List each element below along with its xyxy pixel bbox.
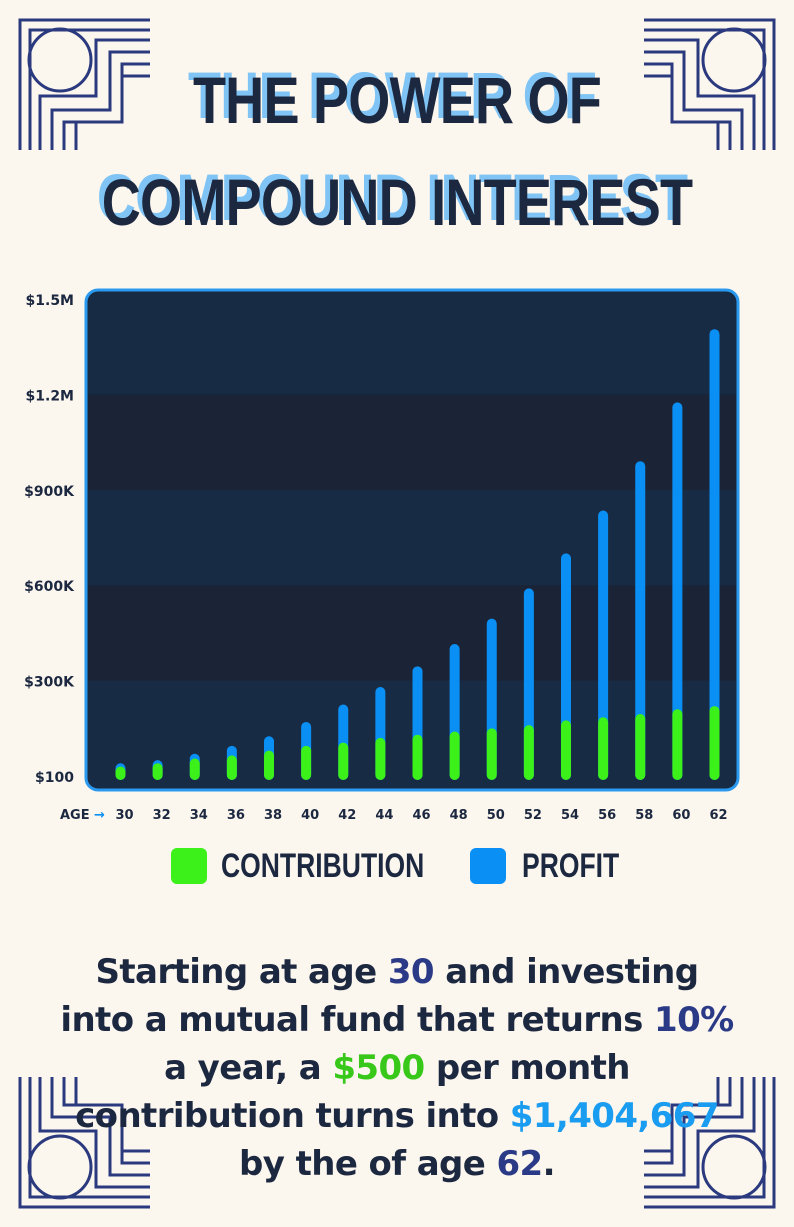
contribution-bar [226, 755, 237, 780]
contribution-bar [375, 737, 386, 780]
chart-band [88, 394, 736, 490]
legend-swatch-contribution [171, 848, 207, 884]
corner-ornament-top-left [18, 18, 150, 150]
contribution-bar [301, 745, 312, 780]
profit-bar [709, 329, 720, 780]
x-tick-label: 42 [338, 808, 356, 823]
x-tick-label: 62 [709, 808, 727, 823]
title-line-2: COMPOUND INTEREST [101, 165, 693, 239]
caption-part: by the of age [239, 1144, 497, 1184]
legend-swatch-profit [470, 848, 506, 884]
x-tick-label: 30 [115, 808, 133, 823]
caption-part: Starting at age [95, 952, 388, 992]
contribution-bar [449, 731, 460, 780]
x-tick-label: 46 [412, 808, 430, 823]
contribution-bar [412, 734, 423, 780]
x-tick-label: 48 [450, 808, 468, 823]
y-tick-label: $1.2M [26, 388, 74, 404]
caption-text: Starting at age 30 and investing into a … [60, 948, 734, 1188]
x-tick-label: 52 [524, 808, 542, 823]
chart-band [88, 585, 736, 681]
contribution-bar [635, 714, 646, 780]
caption-monthly-contribution: $500 [332, 1048, 425, 1088]
x-tick-label: 38 [264, 808, 282, 823]
x-tick-label: 56 [598, 808, 616, 823]
x-tick-label: 50 [487, 808, 505, 823]
caption-part: per month contribution turns into [75, 1048, 630, 1136]
profit-bar [598, 510, 609, 780]
x-tick-label: 60 [672, 808, 690, 823]
x-tick-label: 36 [227, 808, 245, 823]
contribution-bar [152, 763, 163, 780]
contribution-bar [338, 742, 349, 780]
x-axis-label: AGE [60, 808, 90, 823]
y-tick-label: $300K [24, 675, 75, 691]
contribution-bar [523, 725, 534, 780]
y-tick-label: $600K [24, 579, 75, 595]
contribution-bar [672, 709, 683, 780]
x-tick-label: 44 [375, 808, 393, 823]
corner-ornament-bottom-right [644, 1077, 776, 1209]
y-tick-label: $1.5M [26, 293, 74, 309]
y-tick-label: $100 [35, 770, 74, 786]
legend-label-profit: PROFIT [522, 847, 620, 885]
caption-end-age: 62 [496, 1144, 544, 1184]
caption-part: . [542, 1144, 556, 1184]
contribution-bar [486, 728, 497, 780]
contribution-bar [709, 706, 720, 780]
caption-part: a year, a [164, 1048, 333, 1088]
contribution-bar [264, 750, 274, 780]
caption-part: and investing into a mutual fund that re… [60, 952, 699, 1040]
y-tick-label: $900K [24, 484, 75, 500]
contribution-bar [115, 766, 126, 780]
x-tick-label: 32 [153, 808, 171, 823]
caption-return-rate: 10% [654, 1000, 734, 1040]
caption-total: $1,404,667 [509, 1096, 720, 1136]
contribution-bar [561, 720, 571, 780]
title-line-1: THE POWER OF [192, 63, 602, 137]
x-tick-label: 34 [190, 808, 208, 823]
profit-bar [635, 461, 646, 780]
x-tick-label: 58 [635, 808, 653, 823]
corner-ornament-bottom-left [18, 1077, 150, 1209]
x-tick-label: 54 [561, 808, 579, 823]
contribution-bar [598, 717, 609, 780]
corner-ornament-top-right [644, 18, 776, 150]
x-tick-label: 40 [301, 808, 319, 823]
caption-start-age: 30 [387, 952, 435, 992]
profit-bar [672, 402, 683, 780]
contribution-bar [189, 758, 200, 780]
compound-interest-chart: $100 $300K $600K $900K $1.2M $1.5M AGE → 30 32 34… [24, 288, 740, 823]
x-axis-arrow: → [94, 808, 105, 823]
legend-label-contribution: CONTRIBUTION [221, 847, 425, 885]
